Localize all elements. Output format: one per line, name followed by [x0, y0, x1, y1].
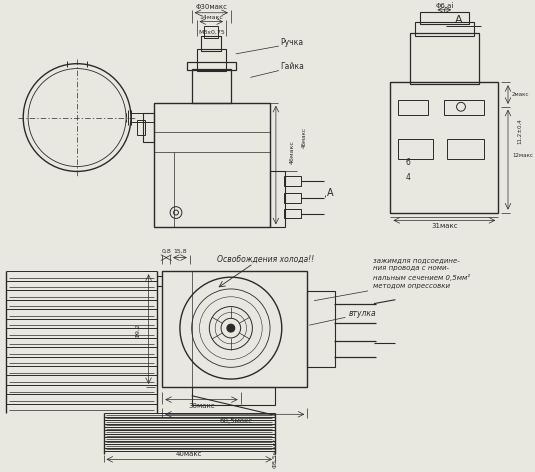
Text: нальным сечением 0,5мм²: нальным сечением 0,5мм² [373, 274, 470, 281]
Bar [187, 62, 236, 69]
Text: 4: 4 [406, 173, 410, 182]
Bar [307, 291, 335, 367]
Text: M8х0,75: M8х0,75 [198, 30, 225, 35]
Bar [196, 49, 226, 70]
Text: Освобождения холода!!: Освобождения холода!! [217, 255, 314, 264]
Text: 6: 6 [406, 158, 410, 167]
Text: Φ30макс: Φ30макс [195, 4, 227, 10]
Bar [284, 177, 301, 186]
Bar [399, 100, 427, 115]
Text: Ручка: Ручка [280, 38, 303, 47]
Text: 68,5макс: 68,5макс [219, 418, 253, 424]
Text: втулка: втулка [348, 309, 376, 318]
Bar [143, 113, 155, 142]
Text: 14макс: 14макс [200, 15, 223, 20]
Text: 2макс: 2макс [512, 92, 530, 97]
Text: зажимдля подсоедине-: зажимдля подсоедине- [373, 257, 460, 262]
Text: 11,2±0,4: 11,2±0,4 [517, 118, 522, 144]
Bar [284, 209, 301, 219]
Text: методом опрессовки: методом опрессовки [373, 283, 450, 289]
Bar [447, 139, 485, 159]
Text: 46макс: 46макс [290, 140, 295, 164]
Bar [162, 271, 307, 387]
Bar [410, 34, 479, 84]
Bar [270, 171, 285, 227]
Bar [155, 103, 270, 227]
Text: 30макс: 30макс [188, 404, 215, 410]
Bar [192, 387, 275, 405]
Text: 46макс: 46макс [302, 126, 307, 148]
Text: 0,8: 0,8 [162, 249, 171, 254]
Text: Φ8,5макс: Φ8,5макс [272, 437, 278, 468]
Text: 12макс: 12макс [512, 153, 533, 158]
Text: 15,8: 15,8 [173, 249, 187, 254]
Text: 31макс: 31макс [431, 223, 457, 229]
Bar [415, 22, 473, 36]
Bar [204, 26, 218, 38]
Bar [137, 120, 144, 135]
Circle shape [227, 324, 235, 332]
Text: Φ6,аі: Φ6,аі [435, 2, 454, 9]
Text: A: A [327, 188, 333, 198]
Bar [192, 68, 231, 103]
Bar [399, 139, 433, 159]
Text: 40макс: 40макс [175, 451, 202, 457]
Bar [284, 193, 301, 203]
Bar [202, 36, 221, 51]
Bar [420, 12, 469, 24]
Bar [391, 82, 498, 212]
Text: Φ9,2: Φ9,2 [135, 322, 140, 337]
Text: A: A [455, 15, 463, 25]
Text: ния провода с номи-: ния провода с номи- [373, 265, 449, 271]
Text: Гайка: Гайка [280, 62, 304, 71]
Bar [445, 100, 484, 115]
